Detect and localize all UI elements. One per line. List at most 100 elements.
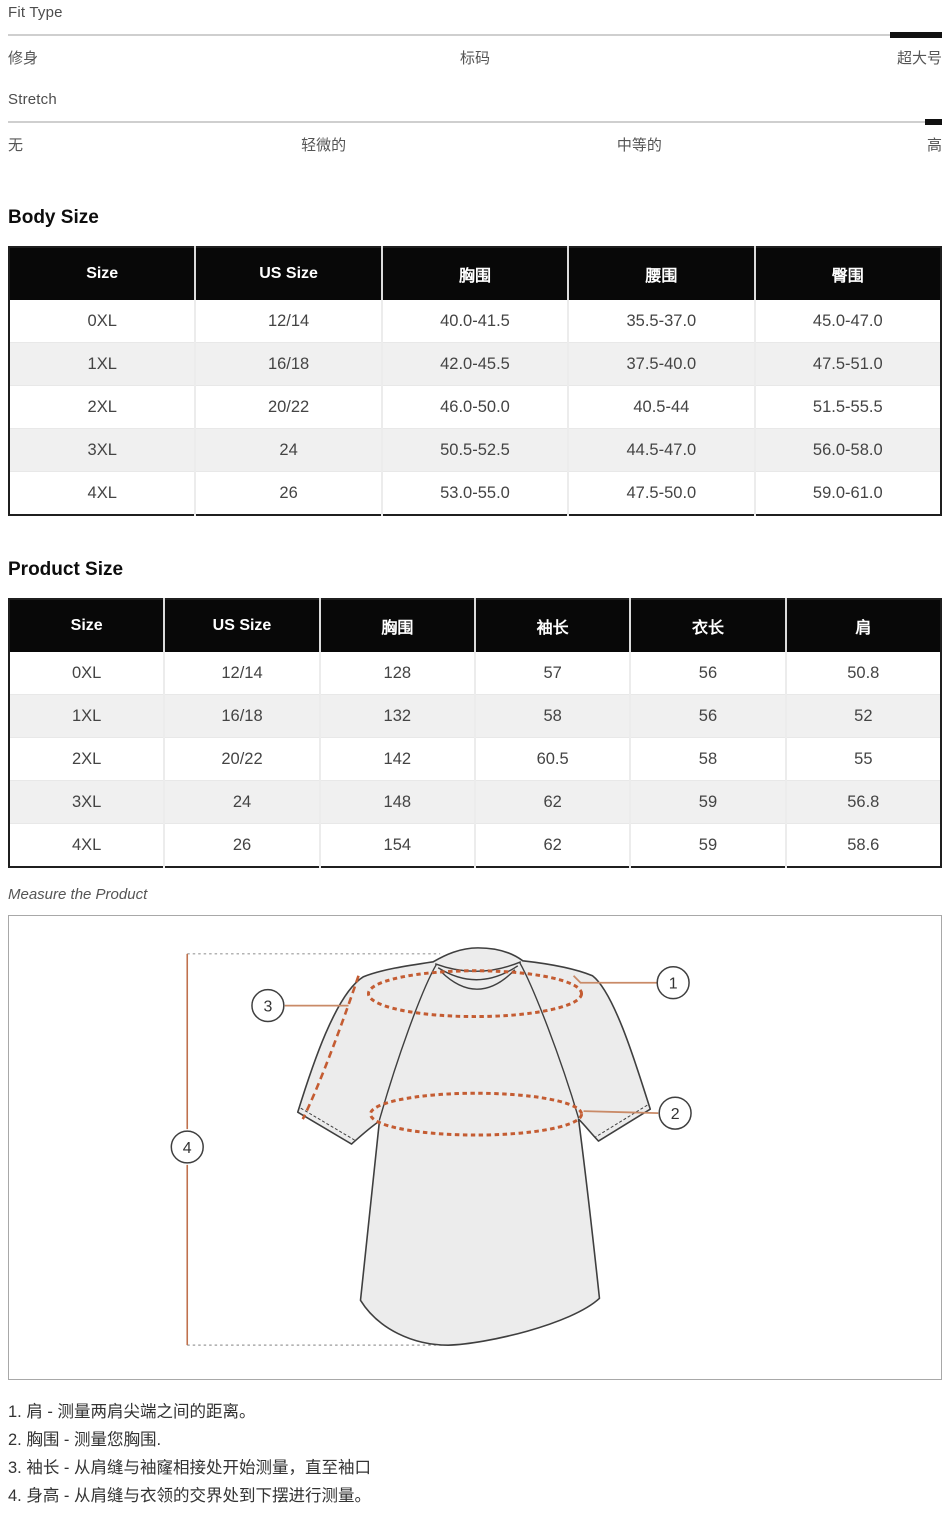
cell: 37.5-40.0 [567,342,755,386]
fit-type-options: 修身 标码 超大号 [8,47,942,67]
cell: 12/14 [194,300,382,343]
column-header: 肩 [784,599,941,652]
cell: 57 [473,652,631,695]
stretch-track-line [8,121,942,123]
shoulder-measure-ellipse [366,969,584,1019]
cell: 3XL [9,780,165,824]
cell: 51.5-55.5 [753,385,941,429]
fit-type-track-line [8,34,942,36]
cell: 3XL [9,428,196,472]
cell: 59 [629,780,786,824]
stretch-option-none: 无 [8,137,24,154]
stretch-section: Stretch 无 轻微的 中等的 高 [8,91,942,154]
cell: 26 [163,823,320,867]
measurement-diagram: 1 2 3 4 [8,915,942,1380]
callout-4-number: 4 [183,1140,192,1157]
column-header: Size [9,599,165,652]
footnote-sleeve: 3. 袖长 - 从肩缝与袖窿相接处开始测量，直至袖口 [8,1459,372,1477]
stretch-option-slight: 轻微的 [301,137,347,154]
cell: 2XL [9,385,196,429]
column-header: 胸围 [318,599,475,652]
footnote-shoulder: 1. 肩 - 测量两肩尖端之间的距离。 [8,1403,256,1421]
fit-type-section: Fit Type 修身 标码 超大号 [8,4,942,67]
cell: 128 [318,652,475,695]
collar-rib-line-2 [437,965,519,981]
cell: 42.0-45.5 [380,342,569,386]
collar-rib-line-3 [440,969,516,990]
footnote-length: 4. 身高 - 从肩缝与衣领的交界处到下摆进行测量。 [8,1487,372,1505]
cell: 62 [473,780,631,824]
table-row: 3XL 24 50.5-52.5 44.5-47.0 56.0-58.0 [9,428,941,472]
cell: 16/18 [194,342,382,386]
cell: 59.0-61.0 [753,471,941,515]
table-row: 1XL 16/18 42.0-45.5 37.5-40.0 47.5-51.0 [9,342,941,386]
body-size-header-row: Size US Size 胸围 腰围 臀围 [9,247,941,300]
cell: 154 [318,823,475,867]
table-row: 1XL 16/18 132 58 56 52 [9,694,941,738]
callout-2-leader-line [583,1110,659,1115]
cell: 1XL [9,694,165,738]
stretch-track [8,119,942,125]
cell: 0XL [87,311,117,330]
right-raglan-seam [519,962,580,1119]
fit-type-indicator [890,32,942,38]
cell: 47.5-51.0 [753,342,941,386]
cell: 20/22 [163,737,320,781]
table-row: 4XL 26 53.0-55.0 47.5-50.0 59.0-61.0 [9,471,941,515]
table-row: 2XL 20/22 142 60.5 58 55 [9,737,941,781]
cell: 58 [473,694,631,738]
collar-rib-line-1 [434,961,522,972]
stretch-option-medium: 中等的 [616,137,662,154]
cell: 40.5-44 [567,385,755,429]
cell: 40.0-41.5 [380,300,569,343]
cell: 24 [194,428,382,472]
fit-type-label: Fit Type [8,4,63,21]
callout-2-number: 2 [671,1106,680,1123]
product-size-title: Product Size [8,559,124,580]
cell: 4XL [9,471,196,515]
fit-type-option-oversize: 超大号 [896,50,942,67]
cell: 44.5-47.0 [567,428,755,472]
cell: 26 [194,471,382,515]
callout-2-circle [658,1096,692,1130]
cell: 50.8 [784,652,941,695]
stretch-indicator [925,119,942,125]
callout-1-number: 1 [669,976,678,993]
cell: 12/14 [163,652,320,695]
column-header: US Size [163,599,320,652]
cell: 53.0-55.0 [380,471,569,515]
column-header: 臀围 [753,247,941,300]
cell: 58.6 [784,823,941,867]
cell: 50.5-52.5 [380,428,569,472]
fit-type-option-slim: 修身 [8,50,39,67]
body-size-table: Size US Size 胸围 腰围 臀围 0XL 12/14 40.0-41.… [8,246,942,516]
cell: 148 [318,780,475,824]
cell: 142 [318,737,475,781]
footnote-chest: 2. 胸围 - 测量您胸围. [8,1431,162,1449]
cell: 4XL [9,823,165,867]
cell: 46.0-50.0 [380,385,569,429]
measurement-footnotes: 1. 肩 - 测量两肩尖端之间的距离。 2. 胸围 - 测量您胸围. 3. 袖长… [8,1398,942,1510]
stretch-option-high: 高 [926,137,942,154]
table-row: 3XL 24 148 62 59 56.8 [9,780,941,824]
product-size-header-row: Size US Size 胸围 袖长 衣长 肩 [9,599,941,652]
column-header: 腰围 [567,247,755,300]
cell: 56.0-58.0 [753,428,941,472]
stretch-options: 无 轻微的 中等的 高 [8,134,942,154]
callout-4-circle [170,1130,204,1164]
cell: 58 [629,737,786,781]
callout-3-circle [251,988,285,1023]
cell: 59 [629,823,786,867]
callout-3-number: 3 [263,999,272,1016]
cell: 56 [629,652,786,695]
tshirt-measure-illustration: 1 2 3 4 [170,947,692,1346]
sleeve-measure-dashed-line [301,975,360,1120]
fit-type-track [8,32,942,38]
table-row: 2XL 20/22 46.0-50.0 40.5-44 51.5-55.5 [9,385,941,429]
fit-type-option-regular: 标码 [459,50,491,67]
column-header: 胸围 [380,247,569,300]
callout-1-leader-line [572,975,658,984]
column-header: US Size [194,247,382,300]
cell: 56 [629,694,786,738]
